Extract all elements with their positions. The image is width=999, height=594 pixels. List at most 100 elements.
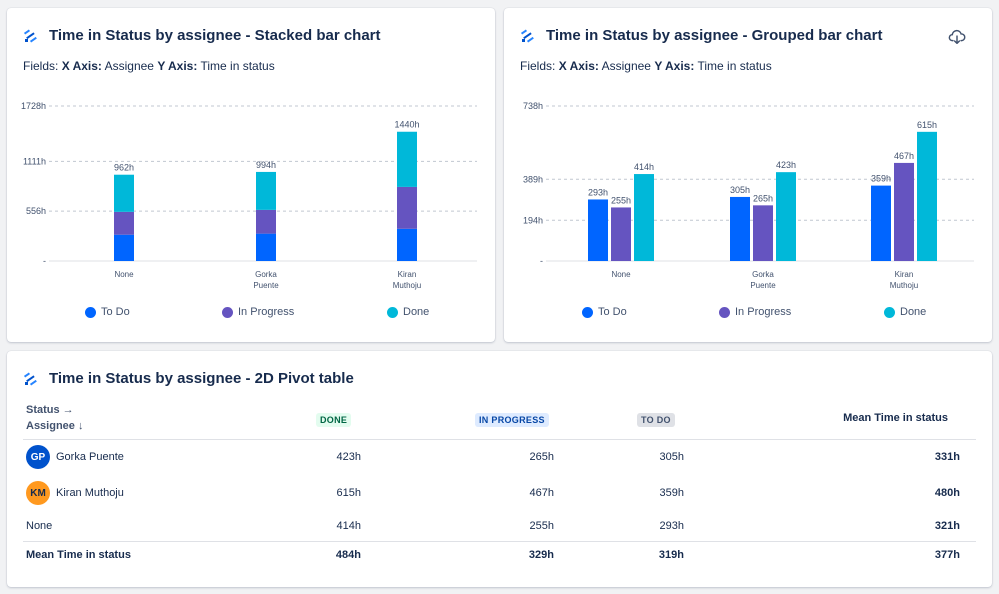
avatar[interactable]: GP — [26, 445, 50, 469]
y-tick-label: - — [43, 256, 46, 266]
footer-done: 484h — [335, 549, 361, 561]
footer-in-progress: 329h — [528, 549, 554, 561]
legend-item-in-progress[interactable]: In Progress — [222, 306, 294, 318]
legend-dot-in-progress — [719, 306, 730, 318]
status-header[interactable]: Status → — [26, 404, 74, 416]
bar-done — [776, 172, 796, 261]
y-tick-label: - — [540, 256, 543, 266]
cell-in-progress: 265h — [529, 451, 554, 463]
bar-in-progress — [114, 211, 134, 235]
y-tick-label: 556h — [26, 206, 46, 216]
cloud-download-icon[interactable] — [948, 28, 966, 46]
legend-item-todo[interactable]: To Do — [85, 306, 130, 318]
y-tick-label: 1111h — [23, 156, 46, 166]
bar-value-label: 293h — [588, 187, 608, 197]
cell-todo: 293h — [659, 520, 684, 532]
bar-done — [634, 174, 654, 261]
pivot-table-card: Time in Status by assignee - 2D Pivot ta… — [7, 351, 992, 587]
column-header-done[interactable]: DONE — [316, 413, 352, 427]
grouped-chart-title: Time in Status by assignee - Grouped bar… — [520, 27, 882, 44]
cell-in-progress: 467h — [529, 487, 554, 499]
bar-total-label: 1440h — [394, 120, 419, 130]
x-tick-label: Muthoju — [890, 281, 918, 290]
bar-value-label: 467h — [894, 151, 914, 161]
x-tick-label: None — [611, 270, 631, 279]
assignee-cell: GP Gorka Puente — [26, 442, 124, 472]
app-logo-icon — [23, 28, 37, 43]
app-logo-icon — [23, 371, 37, 386]
bar-value-label: 305h — [730, 185, 750, 195]
stacked-bar-chart: - 556h 1111h 1728h None Gorka Puente Kiran Mutho… — [21, 101, 477, 290]
bar-total-label: 994h — [256, 160, 276, 170]
x-tick-label: Puente — [750, 281, 776, 290]
table-row: GP Gorka Puente 423h 265h 305h 331h — [7, 442, 992, 472]
bar-todo — [588, 199, 608, 261]
y-tick-label: 389h — [523, 174, 543, 184]
stacked-legend: To Do In Progress Done — [7, 306, 495, 326]
cell-mean: 331h — [934, 451, 960, 463]
legend-dot-todo — [85, 306, 96, 318]
cell-todo: 359h — [659, 487, 684, 499]
grouped-chart-card: Time in Status by assignee - Grouped bar… — [504, 8, 992, 342]
footer-todo: 319h — [658, 549, 684, 561]
pivot-table-title: Time in Status by assignee - 2D Pivot ta… — [23, 370, 354, 387]
assignee-cell: KM Kiran Muthoju — [26, 478, 124, 508]
table-row: None 414h 255h 293h 321h — [7, 511, 992, 541]
bar-todo — [114, 234, 134, 261]
cell-todo: 305h — [659, 451, 684, 463]
bar-in-progress — [256, 209, 276, 234]
bar-value-label: 265h — [753, 193, 773, 203]
column-header-in-progress[interactable]: IN PROGRESS — [475, 413, 549, 427]
avatar[interactable]: KM — [26, 481, 50, 505]
grouped-legend: To Do In Progress Done — [504, 306, 992, 326]
y-tick-label: 194h — [523, 215, 543, 225]
y-tick-label: 1728h — [21, 101, 46, 111]
bar-done — [397, 131, 417, 187]
bar-value-label: 255h — [611, 195, 631, 205]
bar-in-progress — [894, 162, 914, 261]
bar-in-progress — [611, 207, 631, 261]
bar-todo — [730, 196, 750, 261]
grouped-fields-line: Fields: X Axis: Assignee Y Axis: Time in… — [520, 59, 772, 73]
column-header-todo[interactable]: TO DO — [637, 413, 675, 427]
legend-item-todo[interactable]: To Do — [582, 306, 627, 318]
bar-value-label: 414h — [634, 162, 654, 172]
legend-dot-done — [884, 306, 895, 318]
assignee-header[interactable]: Assignee ↓ — [26, 420, 84, 432]
stacked-chart-title: Time in Status by assignee - Stacked bar… — [23, 27, 381, 44]
header-divider — [23, 439, 976, 440]
bar-in-progress — [753, 205, 773, 261]
footer-divider — [23, 541, 976, 542]
x-tick-label: None — [114, 270, 134, 279]
legend-dot-done — [387, 306, 398, 318]
cell-mean: 480h — [934, 487, 960, 499]
table-footer-row: Mean Time in status 484h 329h 319h 377h — [7, 540, 992, 570]
bar-todo — [397, 228, 417, 261]
stacked-chart-card: Time in Status by assignee - Stacked bar… — [7, 8, 495, 342]
grouped-bar-chart: - 194h 389h 738h None Gorka Puente Kiran Muthoju… — [523, 101, 974, 290]
x-tick-label: Gorka — [752, 270, 774, 279]
stacked-fields-line: Fields: X Axis: Assignee Y Axis: Time in… — [23, 59, 275, 73]
bar-done — [256, 171, 276, 210]
bar-done — [114, 174, 134, 212]
footer-mean: 377h — [934, 549, 960, 561]
cell-mean: 321h — [934, 520, 960, 532]
x-tick-label: Muthoju — [393, 281, 421, 290]
bar-todo — [256, 233, 276, 261]
bar-value-label: 359h — [871, 174, 891, 184]
table-row: KM Kiran Muthoju 615h 467h 359h 480h — [7, 478, 992, 508]
x-tick-label: Gorka — [255, 270, 277, 279]
bar-in-progress — [397, 186, 417, 229]
app-logo-icon — [520, 28, 534, 43]
legend-item-in-progress[interactable]: In Progress — [719, 306, 791, 318]
legend-item-done[interactable]: Done — [884, 306, 926, 318]
footer-label: Mean Time in status — [26, 549, 131, 561]
legend-dot-in-progress — [222, 306, 233, 318]
x-tick-label: Puente — [253, 281, 279, 290]
cell-done: 615h — [336, 487, 361, 499]
cell-done: 414h — [336, 520, 361, 532]
cell-done: 423h — [336, 451, 361, 463]
column-header-mean[interactable]: Mean Time in status — [843, 412, 948, 424]
legend-item-done[interactable]: Done — [387, 306, 429, 318]
bar-total-label: 962h — [114, 163, 134, 173]
